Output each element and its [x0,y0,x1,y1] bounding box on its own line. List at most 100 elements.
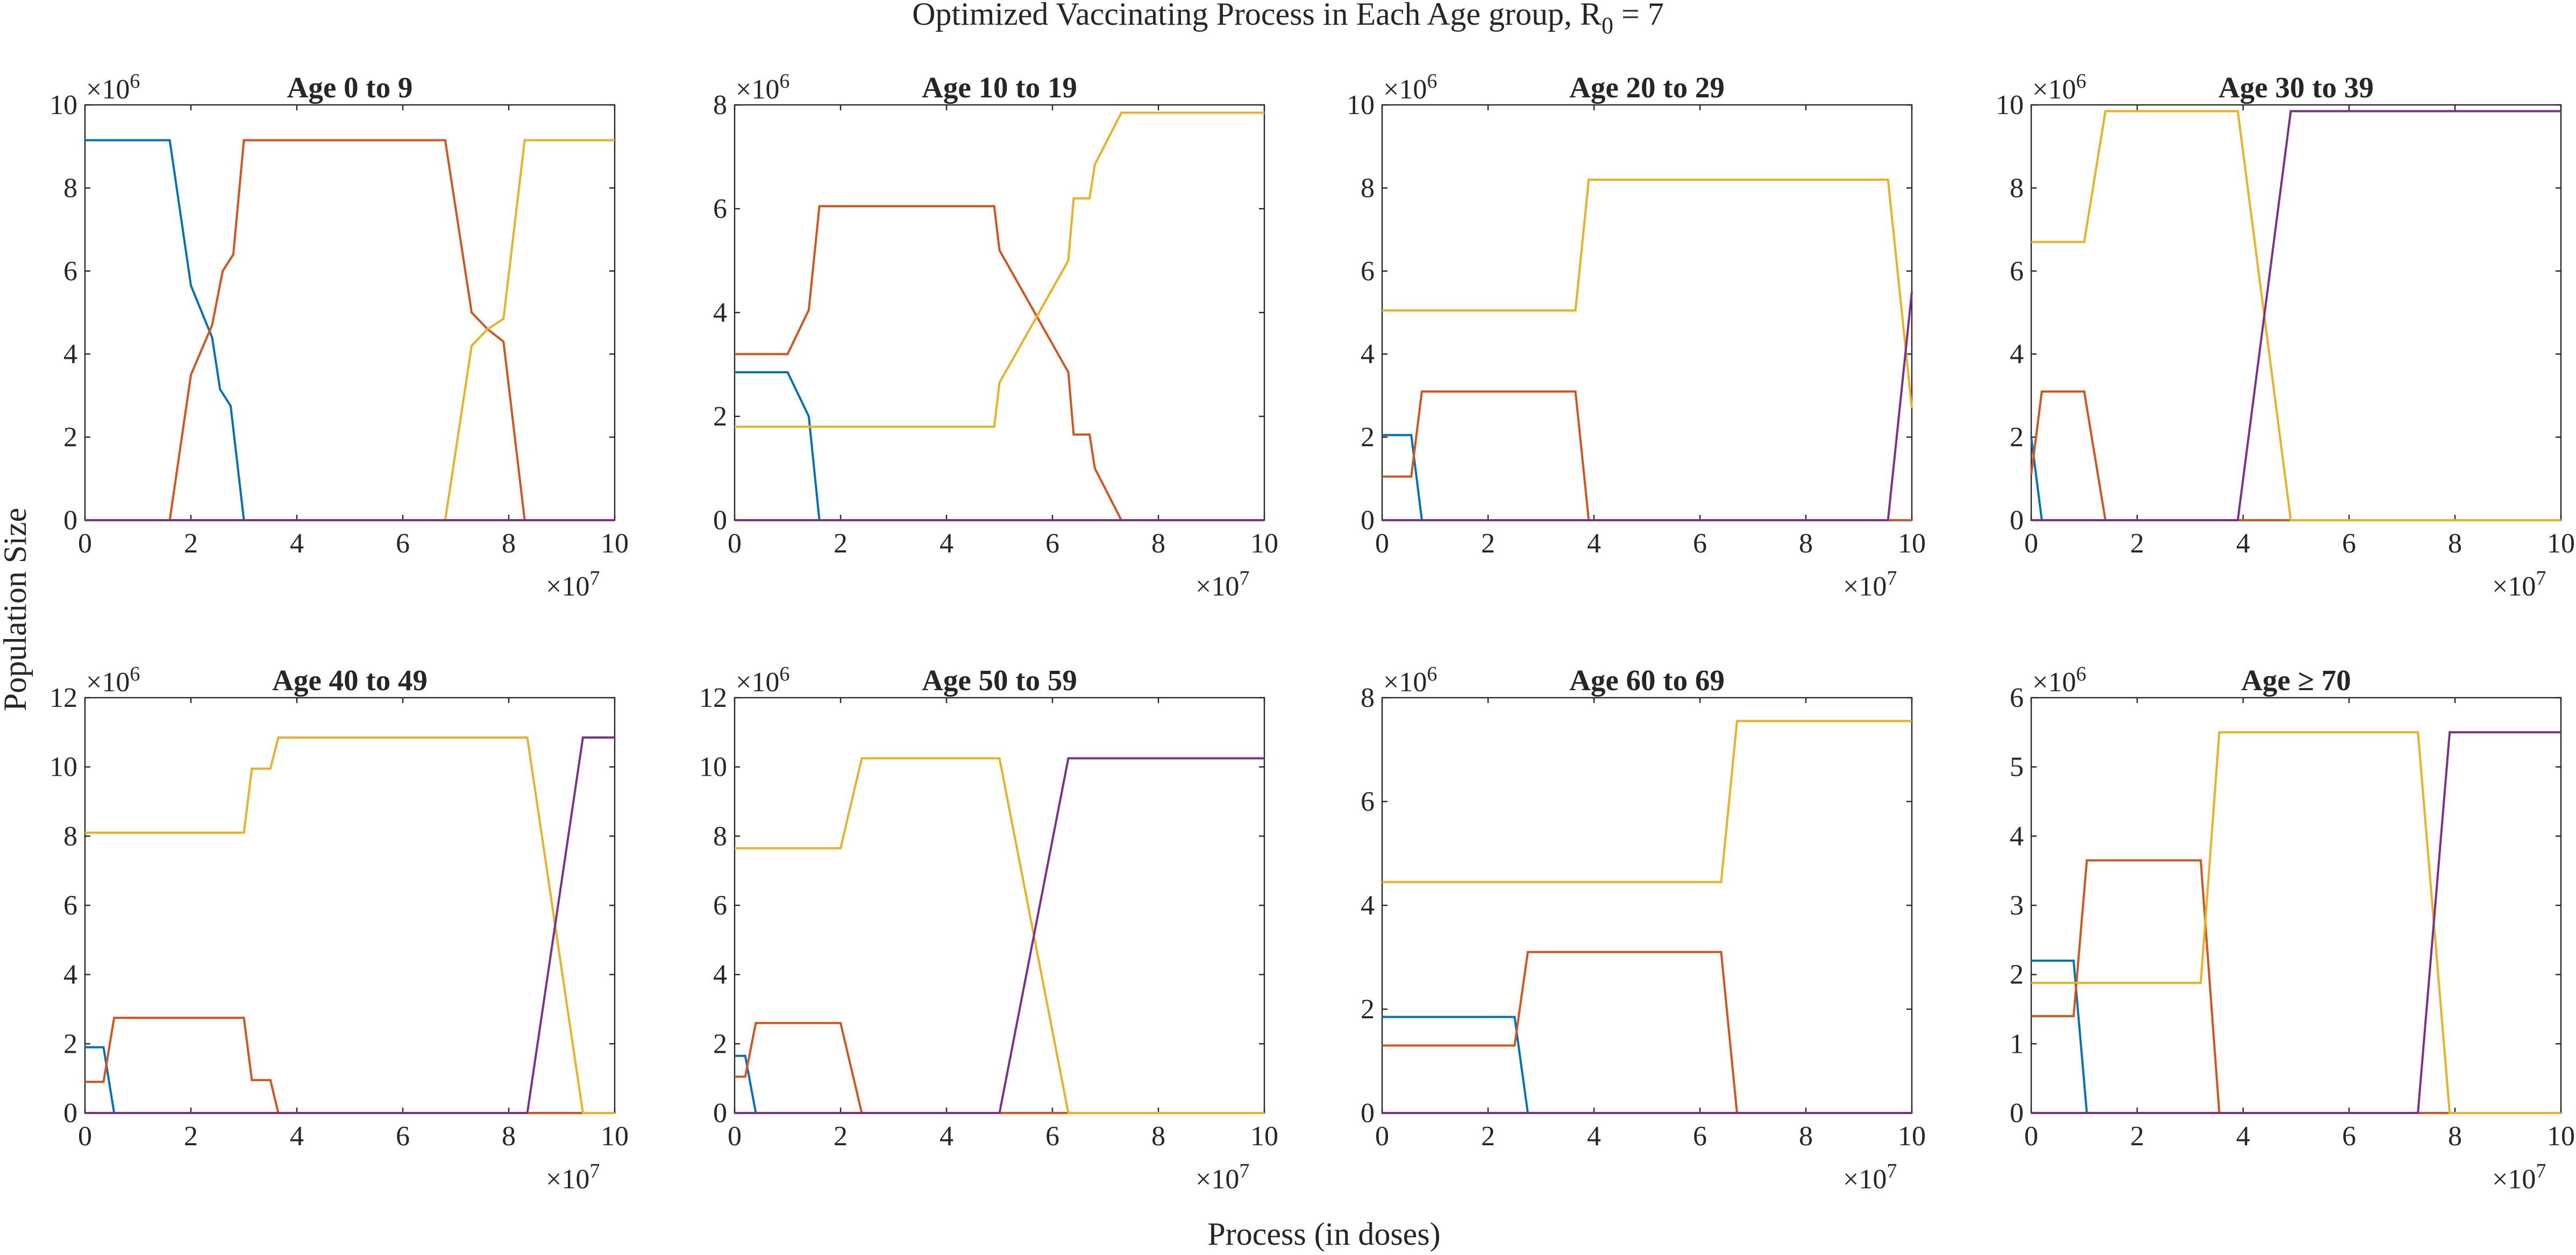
x-exponent-label: ×107 [2492,567,2546,602]
y-tick-label: 2 [2010,422,2024,453]
y-tick-label: 10 [699,752,727,783]
y-exponent-label: ×106 [86,70,140,105]
y-axis-label: Population Size [0,508,33,711]
x-exponent-base: ×10 [2492,1164,2536,1195]
x-exponent-base: ×10 [546,571,589,602]
x-tick-label: 6 [396,1121,410,1152]
x-exponent-label: ×107 [546,567,600,602]
x-tick-label: 2 [1481,1121,1495,1152]
figure-title-subscript: 0 [1602,12,1613,39]
x-exponent-power: 7 [1887,1160,1897,1182]
y-tick-label: 6 [63,256,77,287]
x-tick-label: 8 [1151,1121,1165,1152]
x-tick-label: 0 [78,528,92,559]
x-tick-label: 10 [2547,528,2575,559]
x-exponent-power: 7 [1239,567,1249,590]
y-exponent-base: ×10 [86,74,130,105]
y-tick-label: 8 [63,821,77,852]
y-exponent-label: ×106 [736,70,789,105]
plot-frame [1381,697,1913,1114]
plot-frame [1381,104,1913,521]
series-line [2031,110,2561,521]
x-tick-label: 2 [834,528,848,559]
y-tick-label: 0 [713,1098,727,1129]
x-tick-label: 10 [601,528,629,559]
series-line [85,1017,615,1114]
y-exponent-power: 6 [2076,70,2086,93]
subplot-title: Age ≥ 70 [2241,664,2351,697]
series-line [85,736,615,1114]
x-tick-label: 0 [78,1121,92,1152]
x-tick-label: 10 [1898,528,1926,559]
y-exponent-label: ×106 [2032,663,2086,698]
y-exponent-power: 6 [1427,663,1437,685]
x-tick-label: 4 [2236,1121,2250,1152]
y-tick-label: 4 [1361,890,1375,921]
y-exponent-power: 6 [130,663,140,685]
x-tick-label: 2 [2130,528,2144,559]
y-tick-label: 8 [1361,683,1375,713]
subplot-title: Age 30 to 39 [2218,71,2374,104]
y-tick-label: 2 [713,1029,727,1059]
x-tick-label: 10 [2547,1121,2575,1152]
y-exponent-label: ×106 [736,663,789,698]
y-exponent-power: 6 [779,663,789,685]
x-tick-label: 4 [290,528,304,559]
x-exponent-base: ×10 [1196,1164,1239,1195]
y-tick-label: 2 [63,1029,77,1059]
y-tick-label: 4 [1361,339,1375,370]
y-tick-label: 2 [713,401,727,432]
x-exponent-label: ×107 [1843,1160,1897,1195]
y-exponent-base: ×10 [2032,74,2076,105]
x-tick-label: 0 [2024,1121,2038,1152]
x-tick-label: 8 [1799,528,1813,559]
x-exponent-label: ×107 [1196,567,1249,602]
y-exponent-base: ×10 [86,667,130,698]
series-line [2030,437,2561,521]
series-line [1382,951,1912,1114]
x-exponent-base: ×10 [546,1164,589,1195]
x-exponent-power: 7 [589,567,600,590]
series-line [2031,110,2561,521]
x-tick-label: 6 [1045,528,1059,559]
x-tick-label: 0 [728,1121,742,1152]
x-tick-label: 6 [1693,1121,1707,1152]
y-exponent-power: 6 [130,70,140,93]
x-tick-label: 2 [2130,1121,2144,1152]
y-tick-label: 6 [713,194,727,224]
x-tick-label: 4 [1587,1121,1601,1152]
x-tick-label: 0 [2024,528,2038,559]
x-tick-label: 4 [940,528,953,559]
y-tick-label: 2 [1361,994,1375,1025]
figure-title-main: Optimized Vaccinating Process in Each Ag… [912,0,1602,32]
y-tick-label: 10 [1347,90,1375,120]
series-line [735,757,1264,1114]
x-tick-label: 10 [1898,1121,1926,1152]
x-tick-label: 10 [601,1121,629,1152]
y-tick-label: 8 [713,821,727,852]
y-tick-label: 0 [713,505,727,536]
x-tick-label: 10 [1250,528,1278,559]
x-tick-label: 2 [184,1121,198,1152]
figure-title-tail: = 7 [1613,0,1664,32]
y-tick-label: 1 [2010,1029,2024,1059]
y-tick-label: 5 [2010,752,2024,783]
figure-title: Optimized Vaccinating Process in Each Ag… [912,0,1664,39]
y-tick-label: 6 [63,890,77,921]
y-tick-label: 0 [63,1098,77,1129]
x-tick-label: 8 [2448,528,2462,559]
x-tick-label: 4 [940,1121,953,1152]
x-tick-label: 2 [184,528,198,559]
x-tick-label: 6 [396,528,410,559]
x-tick-label: 6 [2342,1121,2356,1152]
y-exponent-base: ×10 [2032,667,2076,698]
x-exponent-label: ×107 [1196,1160,1249,1195]
x-exponent-label: ×107 [1843,567,1897,602]
y-tick-label: 4 [713,960,727,990]
y-tick-label: 6 [1361,256,1375,287]
